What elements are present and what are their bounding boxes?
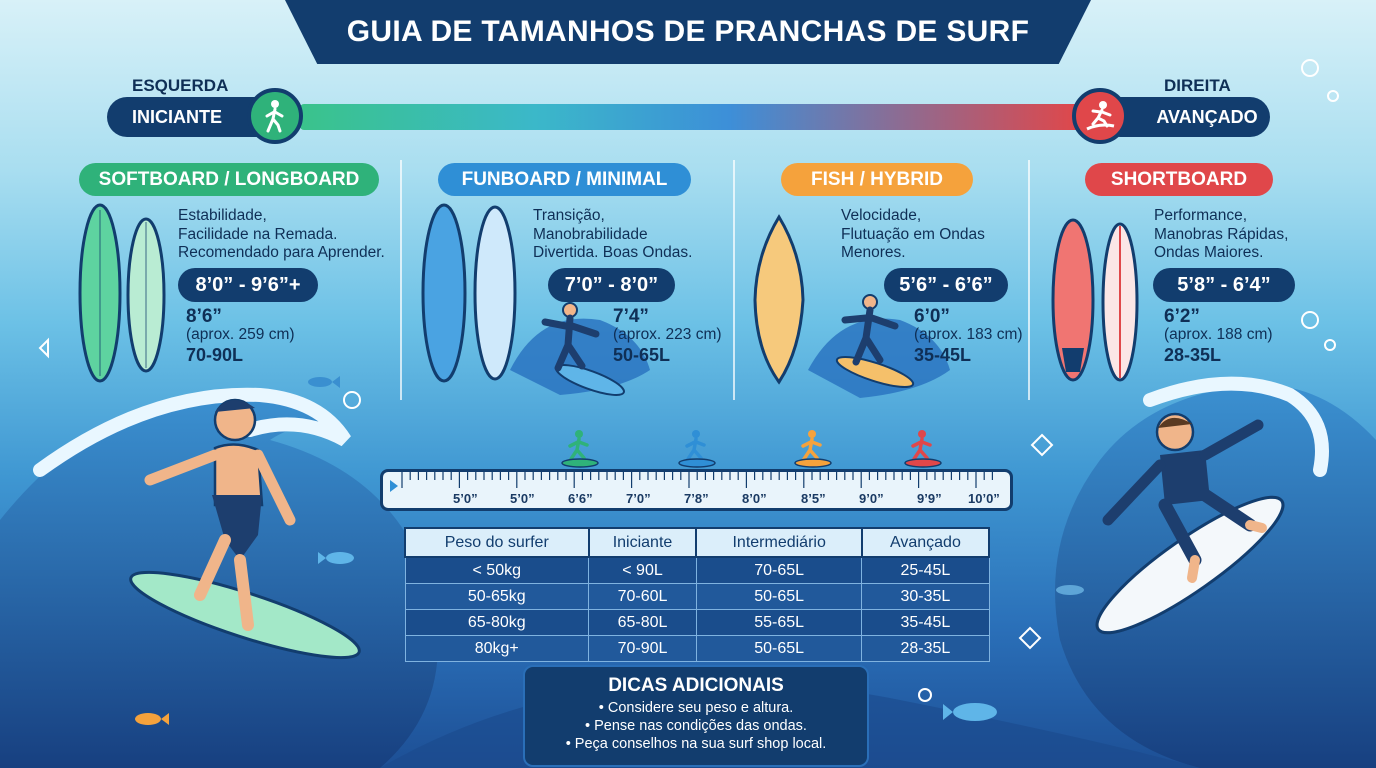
softboard-size: 8’6” xyxy=(186,306,222,327)
column-divider xyxy=(1028,160,1030,400)
scale-left-caption: ESQUERDA xyxy=(132,76,229,95)
shortboard-size: 6’2” xyxy=(1164,306,1200,327)
tip-item: • Peça conselhos na sua surf shop local. xyxy=(565,736,827,752)
fish-size: 6’0” xyxy=(914,306,950,327)
category-softboard: SOFTBOARD / LONGBOARD xyxy=(79,163,379,196)
category-funboard: FUNBOARD / MINIMAL xyxy=(438,163,691,196)
ruler-label: 5’0” xyxy=(510,491,535,506)
table-cell: 70-65L xyxy=(695,556,863,584)
softboard-cm: (aprox. 259 cm) xyxy=(186,326,295,343)
fish-description: Velocidade, Flutuação em Ondas Menores. xyxy=(841,207,985,263)
ruler-label: 9’0” xyxy=(859,491,884,506)
length-ruler xyxy=(380,469,1013,511)
table-row: 80kg+ 70-90L 50-65L 28-35L xyxy=(404,635,990,662)
softboard-range: 8’0” - 9’6”+ xyxy=(178,268,318,302)
category-shortboard: SHORTBOARD xyxy=(1085,163,1273,196)
desc-line: Estabilidade, xyxy=(178,207,267,224)
shortboard-volume: 28-35L xyxy=(1164,345,1222,365)
desc-line: Ondas Maiores. xyxy=(1154,244,1264,261)
table-header: Iniciante xyxy=(587,527,698,558)
desc-line: Manobras Rápidas, xyxy=(1154,225,1289,243)
table-cell: 28-35L xyxy=(861,635,990,662)
ruler-label: 7’0” xyxy=(626,491,651,506)
table-row: < 50kg < 90L 70-65L 25-45L xyxy=(404,556,990,584)
desc-line: Transição, xyxy=(533,207,605,224)
column-divider xyxy=(733,160,735,400)
table-cell: 30-35L xyxy=(861,583,990,610)
advanced-pill: AVANÇADO xyxy=(1100,97,1270,137)
table-cell: 35-45L xyxy=(861,609,990,636)
tips-title: DICAS ADICIONAIS xyxy=(608,675,784,696)
table-cell: 50-65L xyxy=(695,635,863,662)
ruler-label: 9’9” xyxy=(917,491,942,506)
funboard-description: Transição, Manobrabilidade Divertida. Bo… xyxy=(533,207,692,263)
desc-line: Flutuação em Ondas xyxy=(841,225,985,243)
advanced-label: AVANÇADO xyxy=(1156,106,1258,127)
fish-cm: (aprox. 183 cm) xyxy=(914,326,1023,343)
mini-surfer-orange-icon xyxy=(793,428,833,475)
softboard-volume: 70-90L xyxy=(186,345,244,365)
column-divider xyxy=(400,160,402,400)
table-header-row: Peso do surfer Iniciante Intermediário A… xyxy=(404,527,991,558)
ruler-label: 6’6” xyxy=(568,491,593,506)
desc-line: Divertida. Boas Ondas. xyxy=(533,244,693,261)
table-header: Peso do surfer xyxy=(404,527,590,558)
tip-item: • Considere seu peso e altura. xyxy=(598,700,794,716)
shortboard-range: 5’8” - 6’4” xyxy=(1153,268,1295,302)
desc-line: Menores. xyxy=(841,244,906,261)
table-cell: 65-80kg xyxy=(404,609,589,636)
funboard-volume: 50-65L xyxy=(613,345,671,365)
tip-item: • Pense nas condições das ondas. xyxy=(585,718,807,734)
table-row: 65-80kg 65-80L 55-65L 35-45L xyxy=(404,609,990,636)
funboard-size: 7’4” xyxy=(613,306,649,327)
table-header: Intermediário xyxy=(695,527,863,558)
funboard-cm: (aprox. 223 cm) xyxy=(613,326,722,343)
ruler-label: 8’0” xyxy=(742,491,767,506)
table-cell: < 50kg xyxy=(404,556,589,584)
fish-range: 5’6” - 6’6” xyxy=(884,268,1008,302)
mini-surfer-green-icon xyxy=(560,428,600,475)
ruler-label: 5’0” xyxy=(453,491,478,506)
scale-right-caption: DIREITA xyxy=(1164,76,1231,95)
desc-line: Performance, xyxy=(1154,207,1248,224)
level-gradient-bar xyxy=(300,104,1080,130)
table-cell: 55-65L xyxy=(695,609,863,636)
desc-line: Velocidade, xyxy=(841,207,922,224)
ruler-label: 8’5” xyxy=(801,491,826,506)
table-cell: 50-65kg xyxy=(404,583,589,610)
ruler-label: 10’0” xyxy=(968,491,1000,506)
desc-line: Manobrabilidade xyxy=(533,225,648,243)
table-cell: 50-65L xyxy=(695,583,863,610)
category-fish: FISH / HYBRID xyxy=(781,163,973,196)
table-cell: 65-80L xyxy=(588,609,697,636)
softboard-description: Estabilidade, Facilidade na Remada. Reco… xyxy=(178,207,385,263)
ruler-label: 7’8” xyxy=(684,491,709,506)
shortboard-cm: (aprox. 188 cm) xyxy=(1164,326,1273,343)
table-cell: < 90L xyxy=(588,556,697,584)
fish-volume: 35-45L xyxy=(914,345,972,365)
walking-person-icon xyxy=(247,88,303,144)
table-row: 50-65kg 70-60L 50-65L 30-35L xyxy=(404,583,990,610)
page-title: GUIA DE TAMANHOS DE PRANCHAS DE SURF xyxy=(285,0,1091,64)
surfer-icon xyxy=(1072,88,1128,144)
weight-volume-table: Peso do surfer Iniciante Intermediário A… xyxy=(404,527,991,662)
table-cell: 80kg+ xyxy=(404,635,589,662)
table-header: Avançado xyxy=(860,527,991,558)
funboard-range: 7’0” - 8’0” xyxy=(548,268,675,302)
mini-surfer-blue-icon xyxy=(677,428,717,475)
mini-surfer-red-icon xyxy=(903,428,943,475)
table-cell: 70-60L xyxy=(588,583,697,610)
desc-line: Recomendado para Aprender. xyxy=(178,244,385,261)
table-cell: 70-90L xyxy=(588,635,697,662)
shortboard-description: Performance, Manobras Rápidas, Ondas Mai… xyxy=(1154,207,1288,263)
desc-line: Facilidade na Remada. xyxy=(178,225,338,243)
table-cell: 25-45L xyxy=(861,556,990,584)
tips-box: DICAS ADICIONAIS • Considere seu peso e … xyxy=(523,665,869,767)
beginner-label: INICIANTE xyxy=(132,106,222,127)
